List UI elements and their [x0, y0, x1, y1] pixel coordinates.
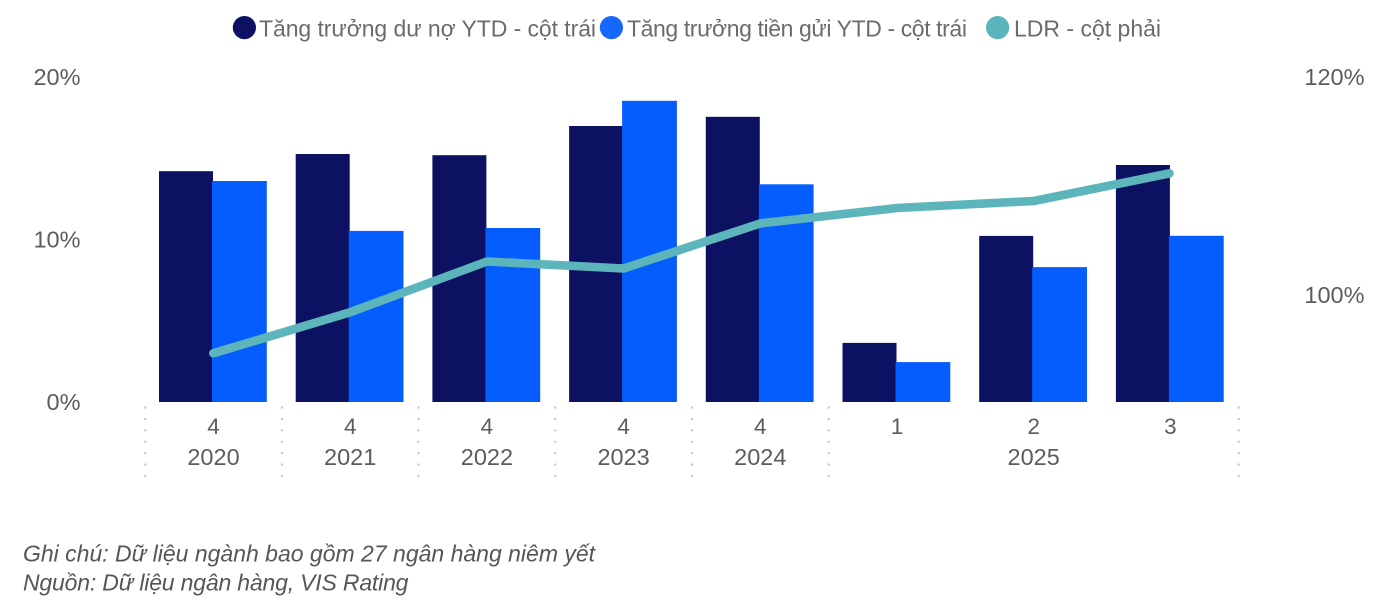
svg-text:2024: 2024 [734, 444, 786, 470]
svg-text:2025: 2025 [1008, 444, 1060, 470]
svg-text:Tăng trưởng tiền gửi YTD - cột: Tăng trưởng tiền gửi YTD - cột trái [627, 15, 967, 41]
svg-text:4: 4 [344, 414, 357, 439]
svg-text:2021: 2021 [324, 444, 376, 470]
svg-text:4: 4 [754, 414, 767, 439]
svg-text:4: 4 [617, 414, 630, 439]
svg-text:2: 2 [1027, 414, 1040, 439]
svg-text:1: 1 [891, 414, 904, 439]
svg-text:LDR - cột phải: LDR - cột phải [1014, 15, 1161, 41]
svg-text:Nguồn: Dữ liệu ngân hàng, VIS: Nguồn: Dữ liệu ngân hàng, VIS Rating [23, 570, 409, 596]
svg-text:2023: 2023 [597, 444, 649, 470]
svg-text:Tăng trưởng dư nợ YTD - cột tr: Tăng trưởng dư nợ YTD - cột trái [259, 15, 596, 41]
svg-text:100%: 100% [1304, 282, 1364, 308]
svg-text:Ghi chú: Dữ liệu ngành bao gồm: Ghi chú: Dữ liệu ngành bao gồm 27 ngân h… [23, 541, 597, 567]
svg-text:4: 4 [481, 414, 494, 439]
svg-text:4: 4 [207, 414, 220, 439]
svg-text:2020: 2020 [187, 444, 239, 470]
svg-text:0%: 0% [47, 389, 81, 415]
svg-text:10%: 10% [33, 226, 80, 252]
svg-text:120%: 120% [1304, 64, 1364, 90]
svg-text:20%: 20% [33, 64, 80, 90]
svg-text:3: 3 [1164, 414, 1177, 439]
svg-text:2022: 2022 [461, 444, 513, 470]
